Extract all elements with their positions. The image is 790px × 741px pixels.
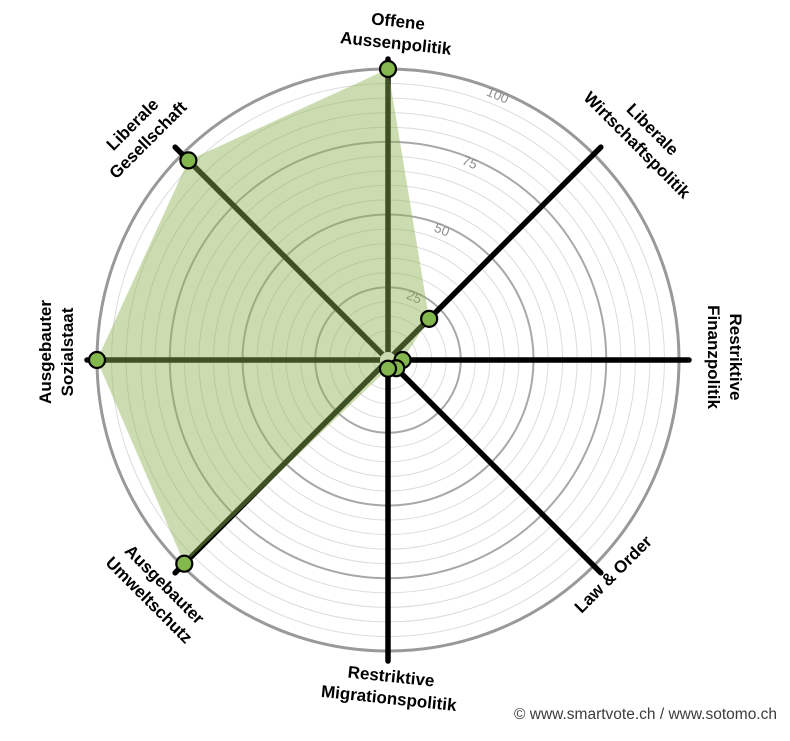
axis-spoke	[390, 362, 604, 576]
ring-tick-label: 25	[404, 287, 424, 307]
axis-label-line: Aussenpolitik	[339, 28, 452, 59]
ring-tick-label: 50	[432, 220, 452, 240]
axis-label-line: Ausgebauter	[36, 300, 55, 404]
value-dot	[87, 350, 107, 370]
ring-tick-label: 75	[460, 153, 480, 173]
axis-spoke	[172, 144, 386, 358]
axis-label-group: Ausgebauter Sozialstaat	[36, 300, 77, 404]
axis-label-line: Finanzpolitik	[704, 305, 723, 409]
value-polygon	[97, 69, 430, 564]
axis-label-line: Restriktive	[726, 314, 745, 401]
value-dot	[378, 59, 398, 79]
axis-label-line: Migrationspolitik	[320, 682, 458, 715]
ring-tick-label: 100	[484, 84, 511, 106]
axis-spoke	[172, 362, 386, 576]
value-dot	[179, 151, 198, 170]
value-dot	[420, 309, 439, 328]
axis-label-line: Sozialstaat	[58, 307, 77, 396]
axis-label-line: Offene	[370, 9, 426, 34]
value-dot	[378, 359, 398, 378]
copyright-credit: © www.smartvote.ch / www.sotomo.ch	[514, 706, 777, 723]
value-dot	[175, 554, 194, 573]
